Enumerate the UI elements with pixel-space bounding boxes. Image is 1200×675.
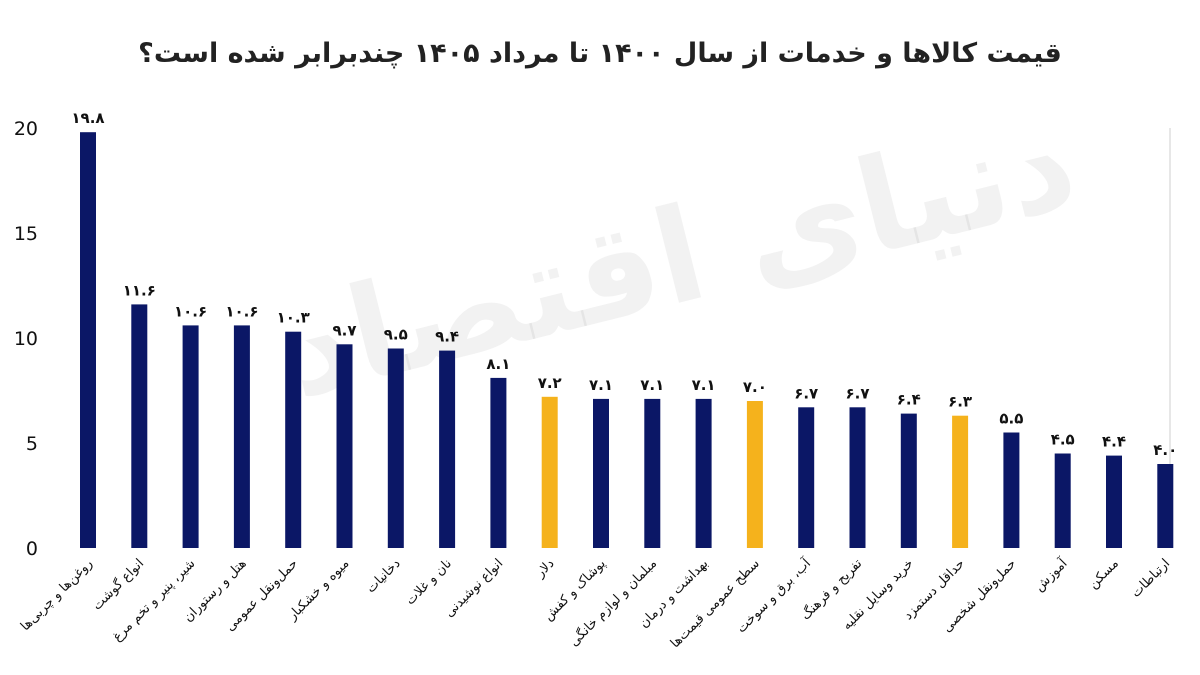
bar xyxy=(490,377,507,548)
bar xyxy=(541,396,558,548)
data-label: ۷.۰ xyxy=(743,378,767,396)
bar xyxy=(849,407,866,548)
data-label: ۱۰.۳ xyxy=(277,309,310,327)
chart-title: قیمت کالاها و خدمات از سال ۱۴۰۰ تا مرداد… xyxy=(138,38,1062,69)
bar xyxy=(387,348,404,548)
bar xyxy=(439,350,456,548)
bar xyxy=(900,413,917,548)
data-label: ۶.۴ xyxy=(897,391,921,409)
bar xyxy=(1054,453,1071,548)
category-label: ارتباطات xyxy=(1129,556,1174,601)
y-tick-label: 10 xyxy=(14,328,38,350)
data-label: ۷.۱ xyxy=(692,376,716,394)
data-label: ۹.۴ xyxy=(435,328,459,346)
category-label: دخانیات xyxy=(364,556,404,596)
y-tick-label: 5 xyxy=(26,433,38,455)
data-label: ۶.۷ xyxy=(845,384,869,402)
y-tick-label: 15 xyxy=(14,223,38,245)
bar xyxy=(952,415,969,548)
category-label: دلار xyxy=(532,556,557,581)
category-label: آموزش xyxy=(1031,554,1072,595)
bar xyxy=(182,325,199,548)
bar xyxy=(695,398,712,548)
category-label: روغن‌ها و چربی‌ها xyxy=(18,556,96,634)
bar xyxy=(1157,464,1174,548)
data-label: ۱۰.۶ xyxy=(174,302,207,320)
data-label: ۹.۵ xyxy=(384,326,408,344)
bar xyxy=(644,398,661,548)
data-label: ۱۰.۶ xyxy=(225,302,258,320)
bar xyxy=(80,132,96,548)
bar xyxy=(233,325,250,548)
data-label: ۱۱.۶ xyxy=(123,281,156,299)
bar xyxy=(336,344,353,548)
bar xyxy=(593,398,609,548)
data-label: ۵.۵ xyxy=(999,410,1023,428)
bar xyxy=(285,331,302,548)
bar xyxy=(1106,455,1122,548)
category-label: مسکن xyxy=(1086,556,1122,592)
data-label: ۶.۷ xyxy=(794,384,818,402)
category-label: سطح عمومی قیمت‌ها xyxy=(668,556,763,651)
data-label: ۷.۱ xyxy=(589,376,613,394)
data-label: ۷.۱ xyxy=(640,376,664,394)
bar xyxy=(798,407,815,548)
bar xyxy=(746,401,763,548)
data-label: ۷.۲ xyxy=(538,374,562,392)
data-label: ۴.۰ xyxy=(1153,441,1177,459)
y-tick-label: 20 xyxy=(14,118,38,140)
data-label: ۸.۱ xyxy=(486,355,510,373)
data-label: ۴.۵ xyxy=(1051,431,1075,449)
category-label: مبلمان و لوازم خانگی xyxy=(566,556,660,650)
data-label: ۴.۴ xyxy=(1102,433,1126,451)
data-label: ۱۹.۸ xyxy=(71,109,104,127)
data-label: ۶.۳ xyxy=(948,393,972,411)
data-label: ۹.۷ xyxy=(332,321,356,339)
bar xyxy=(1003,432,1020,548)
category-label: نان و غلات xyxy=(403,556,455,608)
bar xyxy=(131,304,148,548)
y-tick-label: 0 xyxy=(26,538,38,560)
